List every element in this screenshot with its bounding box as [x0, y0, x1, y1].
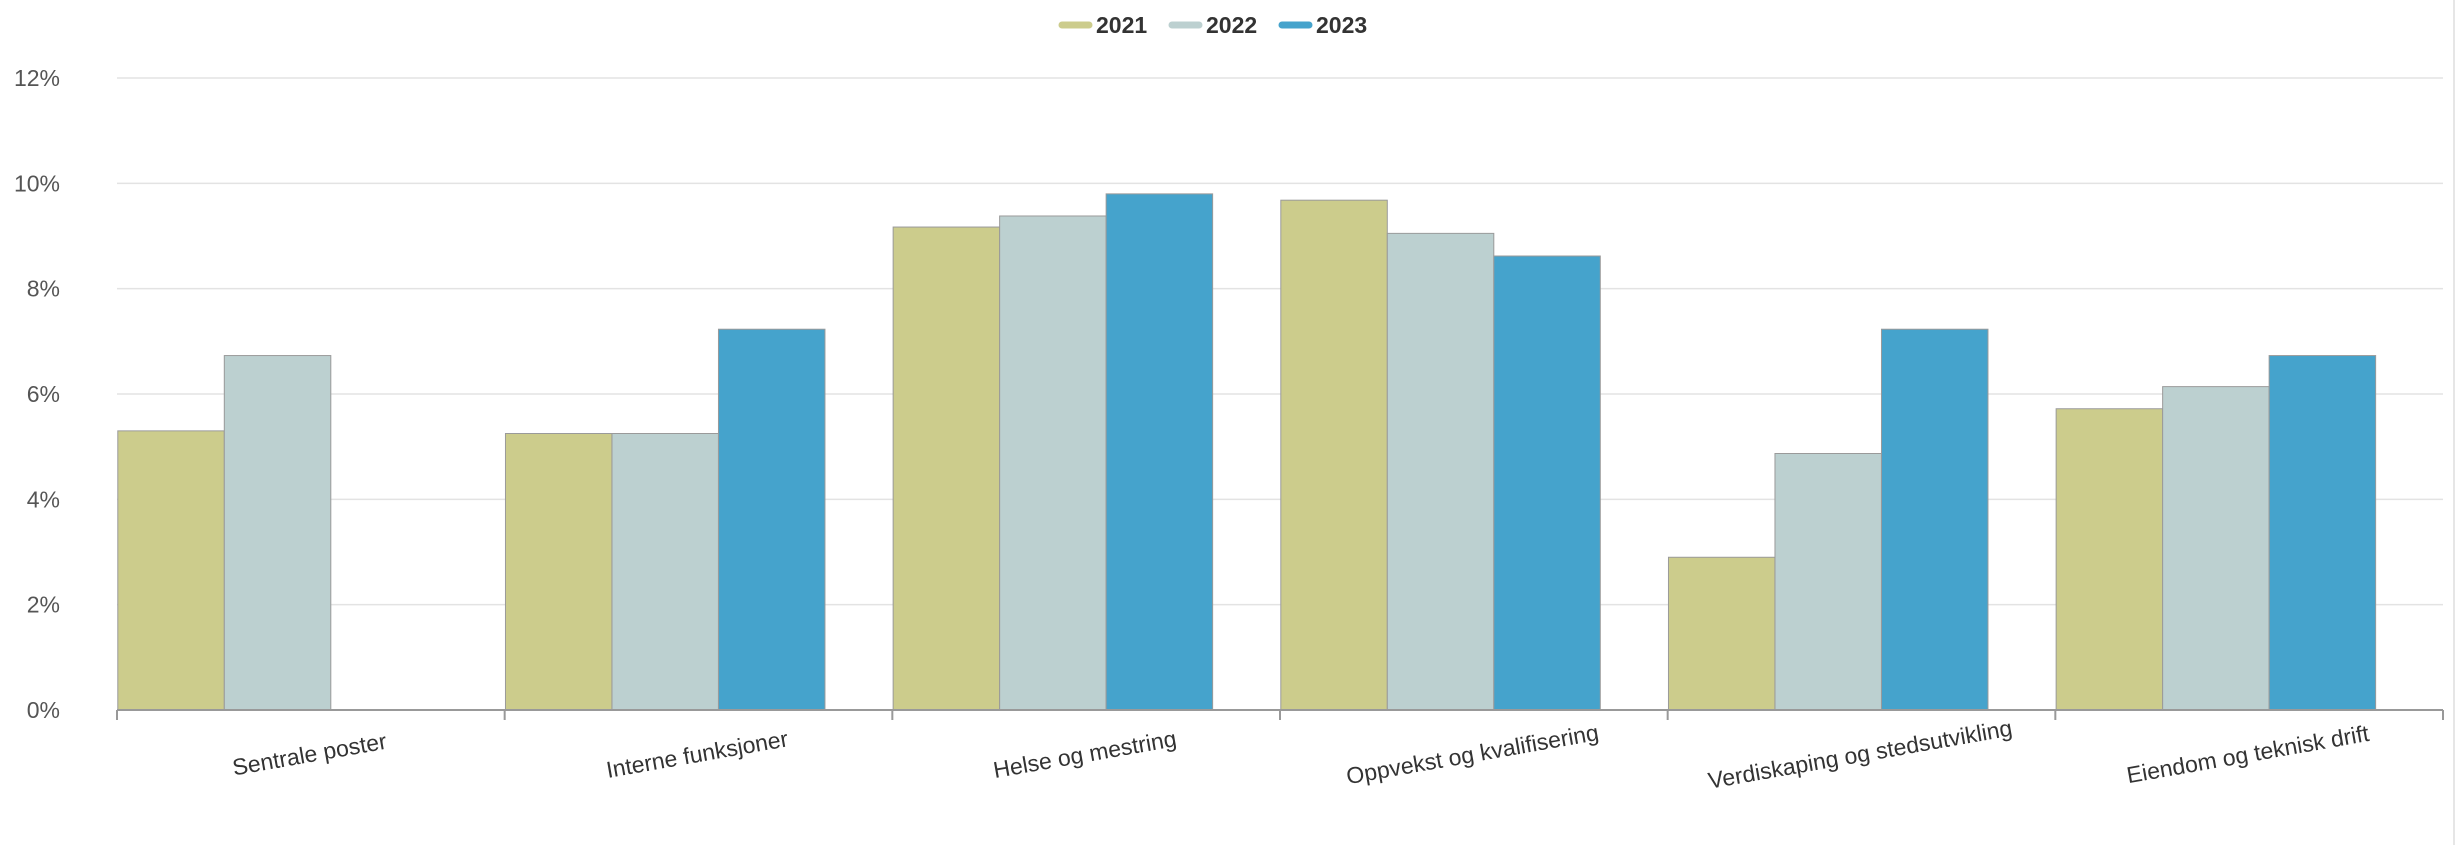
bar-2022-5[interactable] [2162, 386, 2270, 711]
bar-2021-2[interactable] [892, 226, 1001, 711]
y-axis: 0% 2% 4% 6% 8% 10% 12% [14, 65, 60, 723]
bars [117, 193, 2377, 711]
legend-label-2022[interactable]: 2022 [1206, 12, 1257, 38]
legend-label-2021[interactable]: 2021 [1096, 12, 1147, 38]
bar-2021-3[interactable] [1280, 199, 1388, 711]
panel-border [2453, 0, 2455, 845]
legend[interactable]: 2021 2022 2023 [1058, 12, 1367, 38]
x-category-label: Interne funksjoner [604, 725, 790, 783]
x-category-label: Verdiskaping og stedsutvikling [1706, 715, 2014, 794]
y-tick-label: 6% [27, 381, 60, 407]
y-tick-label: 10% [14, 170, 60, 196]
bar-2021-0[interactable] [117, 430, 225, 711]
legend-label-2023[interactable]: 2023 [1316, 12, 1367, 38]
bar-2022-1[interactable] [611, 433, 719, 711]
bar-2022-0[interactable] [223, 355, 332, 711]
grid-lines [117, 77, 2443, 606]
x-category-label: Eiendom og teknisk drift [2125, 720, 2372, 788]
bar-2023-3[interactable] [1493, 255, 1601, 711]
x-axis: Sentrale poster Interne funksjoner Helse o… [116, 709, 2444, 794]
bar-2023-2[interactable] [1105, 193, 1214, 711]
y-tick-label: 12% [14, 65, 60, 91]
bar-2023-5[interactable] [2268, 355, 2377, 711]
y-tick-label: 0% [27, 697, 60, 723]
bar-2023-1[interactable] [717, 328, 826, 711]
bar-2021-5[interactable] [2055, 408, 2164, 711]
y-tick-label: 8% [27, 276, 60, 302]
y-tick-label: 4% [27, 486, 60, 512]
x-category-label: Oppvekst og kvalifisering [1344, 719, 1600, 789]
bar-2022-2[interactable] [999, 215, 1107, 711]
bar-2022-4[interactable] [1774, 453, 1882, 711]
bar-2021-1[interactable] [504, 433, 613, 711]
x-category-label: Helse og mestring [991, 725, 1178, 783]
bar-2021-4[interactable] [1667, 556, 1776, 711]
x-category-label: Sentrale poster [230, 728, 388, 781]
y-tick-label: 2% [27, 592, 60, 618]
bar-2022-3[interactable] [1386, 232, 1495, 711]
bar-2023-4[interactable] [1880, 328, 1989, 711]
